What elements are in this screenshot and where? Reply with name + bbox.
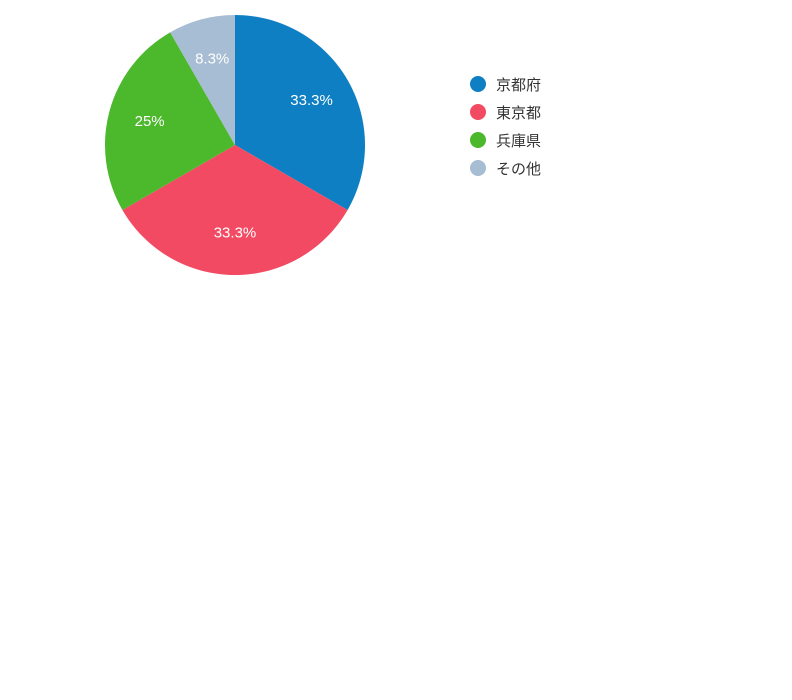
legend-label: その他 xyxy=(496,158,541,179)
chart-container: 33.3% 33.3% 25% 8.3% 京都府 東京都 兵庫県 その他 xyxy=(0,0,792,700)
legend-item: その他 xyxy=(470,154,541,182)
legend-item: 東京都 xyxy=(470,98,541,126)
pie-slice-label: 33.3% xyxy=(290,92,333,109)
legend-item: 兵庫県 xyxy=(470,126,541,154)
pie-slice-label: 33.3% xyxy=(214,224,257,241)
legend-label: 京都府 xyxy=(496,74,541,95)
legend-dot-icon xyxy=(470,76,486,92)
legend-item: 京都府 xyxy=(470,70,541,98)
legend: 京都府 東京都 兵庫県 その他 xyxy=(470,70,541,182)
pie-slice-label: 8.3% xyxy=(195,51,229,68)
legend-dot-icon xyxy=(470,132,486,148)
legend-dot-icon xyxy=(470,104,486,120)
legend-label: 東京都 xyxy=(496,102,541,123)
pie-slice-label: 25% xyxy=(135,113,165,130)
pie-chart: 33.3% 33.3% 25% 8.3% xyxy=(0,0,792,700)
legend-dot-icon xyxy=(470,160,486,176)
legend-label: 兵庫県 xyxy=(496,130,541,151)
